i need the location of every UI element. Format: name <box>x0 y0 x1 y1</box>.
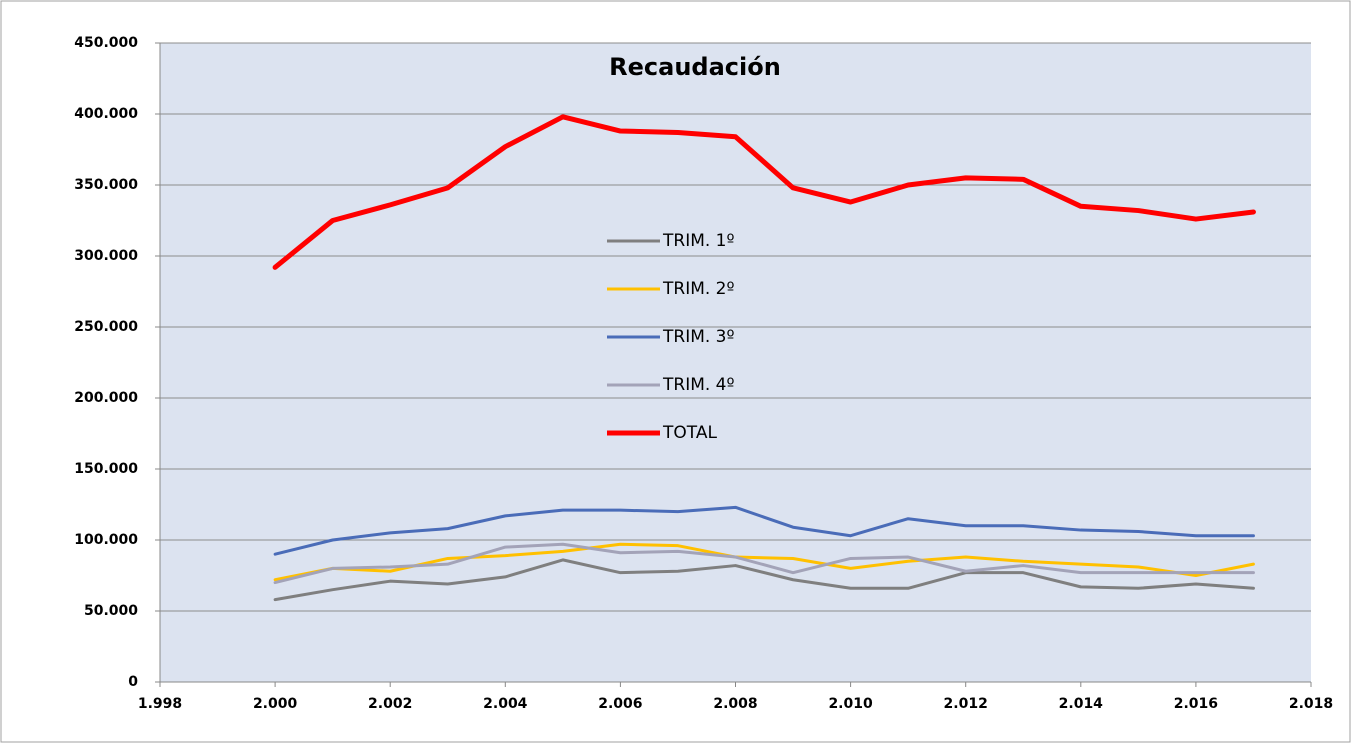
series-line <box>273 505 1255 556</box>
x-tick-label: 2.010 <box>828 696 873 712</box>
y-tick-label: 50.000 <box>84 603 138 619</box>
x-tick-label: 2.016 <box>1174 696 1218 712</box>
x-tick-label: 2.014 <box>1059 696 1104 712</box>
x-tick-label: 2.006 <box>598 696 642 712</box>
y-tick-label: 250.000 <box>74 319 138 335</box>
y-tick-label: 300.000 <box>74 248 138 264</box>
legend-label: TRIM. 1º <box>662 231 735 251</box>
y-tick-label: 450.000 <box>74 35 138 51</box>
series-line <box>273 558 1255 602</box>
series-line <box>273 542 1255 582</box>
y-tick-label: 0 <box>128 674 138 690</box>
series-line <box>273 542 1255 585</box>
x-tick-label: 1.998 <box>138 696 182 712</box>
legend-label: TRIM. 2º <box>662 279 735 299</box>
legend-label: TOTAL <box>662 423 717 443</box>
legend-label: TRIM. 4º <box>662 375 735 395</box>
x-tick-label: 2.008 <box>713 696 757 712</box>
y-tick-label: 350.000 <box>74 177 138 193</box>
x-tick-label: 2.002 <box>368 696 412 712</box>
series-line <box>272 114 1256 270</box>
x-tick-label: 2.000 <box>253 696 298 712</box>
chart-title: Recaudación <box>609 53 781 81</box>
plot-area <box>160 43 1311 682</box>
x-tick-label: 2.004 <box>483 696 528 712</box>
x-tick-label: 2.018 <box>1289 696 1333 712</box>
legend-label: TRIM. 3º <box>662 327 735 347</box>
y-tick-label: 400.000 <box>74 106 138 122</box>
y-tick-label: 100.000 <box>74 532 138 548</box>
y-tick-label: 150.000 <box>74 461 138 477</box>
y-tick-label: 200.000 <box>74 390 138 406</box>
x-tick-label: 2.012 <box>944 696 988 712</box>
